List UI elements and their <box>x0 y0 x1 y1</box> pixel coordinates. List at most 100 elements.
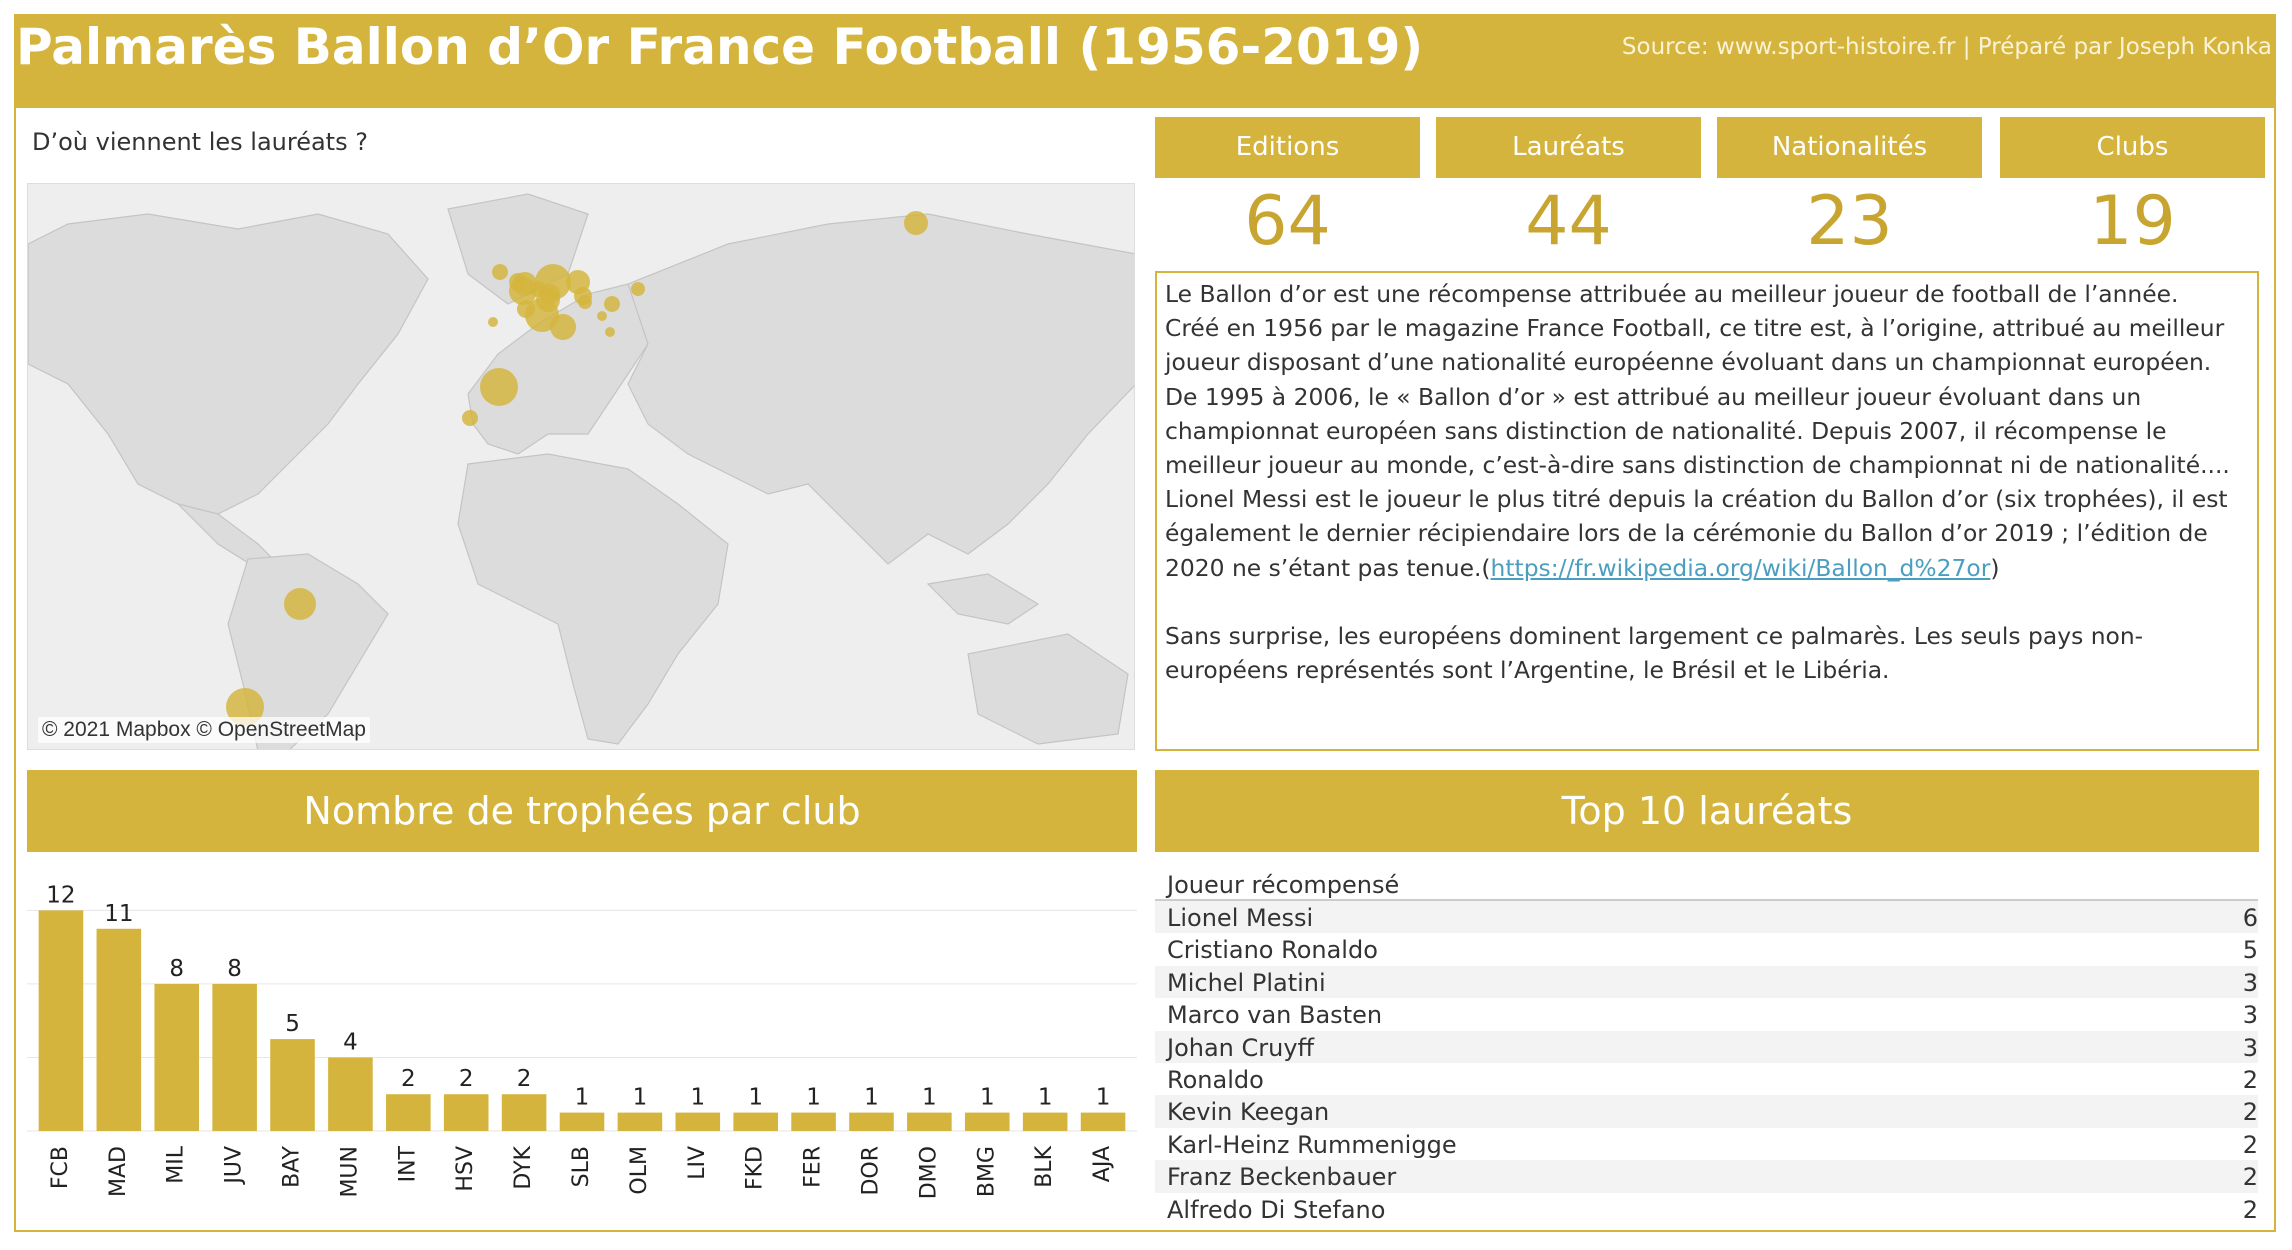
bar-liv[interactable] <box>675 1112 721 1131</box>
category-tick-label: OLM <box>627 1146 652 1195</box>
kpi-value: 44 <box>1525 182 1612 261</box>
category-tick-label: MUN <box>337 1146 362 1198</box>
country-bubble[interactable] <box>480 368 518 406</box>
kpi-label: Lauréats <box>1436 117 1701 178</box>
africa-shape <box>457 453 729 745</box>
bar-value-label: 2 <box>459 1066 474 1092</box>
category-tick-label: MAD <box>106 1146 131 1197</box>
country-bubble[interactable] <box>284 588 316 620</box>
category-tick-label: AJA <box>1090 1146 1115 1182</box>
bar-fer[interactable] <box>791 1112 836 1131</box>
category-tick-label: INT <box>395 1145 420 1182</box>
bar-value-label: 1 <box>980 1085 995 1111</box>
bar-fcb[interactable] <box>38 910 84 1131</box>
map-bubble-layer <box>226 211 928 726</box>
country-bubble[interactable] <box>904 211 928 235</box>
category-tick-label: FKD <box>743 1146 768 1190</box>
bar-mad[interactable] <box>96 928 142 1131</box>
kpi-value: 64 <box>1244 182 1331 261</box>
bar-value-label: 1 <box>575 1085 590 1111</box>
bar-value-label: 12 <box>46 882 75 908</box>
table-row[interactable]: Alfredo Di Stefano 2 <box>1155 1193 2258 1225</box>
player-name: Lionel Messi <box>1167 904 1314 932</box>
category-tick-label: DYK <box>511 1145 536 1189</box>
top10-table: Joueur récompensé Lionel Messi 6 Cristiano… <box>1155 865 2258 1225</box>
kpi-nationalites: Nationalités 23 <box>1717 117 1982 262</box>
trophy-count: 2 <box>2242 1130 2258 1159</box>
world-map[interactable]: © 2021 Mapbox © OpenStreetMap <box>27 183 1135 750</box>
country-bubble[interactable] <box>540 284 560 304</box>
description-paragraph: Créé en 1956 par le magazine France Foot… <box>1165 314 2230 480</box>
bar-aja[interactable] <box>1080 1112 1126 1131</box>
indonesia-shape <box>926 573 1040 625</box>
kpi-label: Clubs <box>2000 117 2265 178</box>
kpi-label: Nationalités <box>1717 117 1982 178</box>
player-name: Johan Cruyff <box>1167 1033 1315 1062</box>
category-tick-label: JUV <box>222 1146 247 1186</box>
country-bubble[interactable] <box>631 282 645 296</box>
trophy-count: 3 <box>2242 1033 2258 1062</box>
country-bubble[interactable] <box>492 264 508 280</box>
country-bubble[interactable] <box>578 295 592 309</box>
category-tick-label: BLK <box>1032 1145 1057 1187</box>
bar-dmo[interactable] <box>907 1112 952 1131</box>
bar-dor[interactable] <box>849 1112 894 1131</box>
country-bubble[interactable] <box>488 317 498 327</box>
clubs-chart-title: Nombre de trophées par club <box>27 770 1137 852</box>
table-row[interactable]: Michel Platini 3 <box>1155 965 2258 999</box>
bar-value-label: 8 <box>169 956 184 982</box>
bar-value-label: 1 <box>748 1085 763 1111</box>
bar-fkd[interactable] <box>733 1112 778 1131</box>
bar-bmg[interactable] <box>964 1112 1010 1131</box>
table-row[interactable]: Johan Cruyff 3 <box>1155 1030 2258 1063</box>
wikipedia-link[interactable]: https://fr.wikipedia.org/wiki/Ballon_d%2… <box>1490 553 1991 582</box>
player-name: Cristiano Ronaldo <box>1167 936 1378 965</box>
kpi-value: 23 <box>1806 182 1893 261</box>
table-row[interactable]: Lionel Messi 6 <box>1155 901 2258 934</box>
bar-chart-svg: 12FCB11MAD8MIL8JUV5BAY4MUN2INT2HSV2DYK1S… <box>27 882 1137 1199</box>
table-row[interactable]: Franz Beckenbauer 2 <box>1155 1160 2258 1193</box>
north-america-shape <box>28 213 429 515</box>
category-tick-label: SLB <box>569 1146 594 1187</box>
category-tick-label: BMG <box>974 1146 999 1197</box>
bar-juv[interactable] <box>212 983 257 1131</box>
bar-int[interactable] <box>386 1094 431 1131</box>
table-row[interactable]: Cristiano Ronaldo 5 <box>1155 933 2258 965</box>
table-row[interactable]: Karl-Heinz Rummenigge 2 <box>1155 1128 2258 1160</box>
table-row[interactable]: Marco van Basten 3 <box>1155 998 2258 1030</box>
page-title: Palmarès Ballon d’Or France Football (19… <box>16 18 1424 76</box>
country-bubble[interactable] <box>226 688 264 726</box>
country-bubble[interactable] <box>605 327 615 337</box>
bar-mil[interactable] <box>154 983 200 1131</box>
description-paragraph: Sans surprise, les européens dominent la… <box>1165 621 2144 685</box>
country-bubble[interactable] <box>604 296 620 312</box>
country-bubble[interactable] <box>462 410 478 426</box>
kpi-editions: Editions 64 <box>1155 117 1420 262</box>
trophy-count: 3 <box>2242 968 2258 997</box>
trophy-count: 6 <box>2242 904 2258 932</box>
bar-value-label: 1 <box>864 1085 879 1111</box>
bar-value-label: 4 <box>343 1029 358 1055</box>
bar-mun[interactable] <box>328 1057 373 1131</box>
category-tick-label: LIV <box>685 1146 710 1180</box>
player-name: Marco van Basten <box>1167 1001 1383 1030</box>
south-america-shape <box>227 553 389 749</box>
table-row[interactable]: Kevin Keegan 2 <box>1155 1095 2258 1128</box>
bar-slb[interactable] <box>559 1112 605 1131</box>
bar-dyk[interactable] <box>501 1094 547 1131</box>
bar-blk[interactable] <box>1022 1112 1068 1131</box>
bar-value-label: 1 <box>1096 1085 1111 1111</box>
kpi-value: 19 <box>2089 182 2176 261</box>
trophy-count: 2 <box>2242 1098 2258 1127</box>
source-credit: Source: www.sport-histoire.fr | Préparé … <box>1621 34 2272 60</box>
bar-olm[interactable] <box>617 1112 663 1131</box>
trophy-count: 3 <box>2242 1001 2258 1030</box>
country-bubble[interactable] <box>550 314 576 340</box>
bar-bay[interactable] <box>270 1039 315 1131</box>
country-bubble[interactable] <box>517 300 535 318</box>
table-row[interactable]: Ronaldo 2 <box>1155 1063 2258 1095</box>
map-credit: © 2021 Mapbox © OpenStreetMap <box>38 717 370 743</box>
world-map-canvas <box>28 184 1134 749</box>
country-bubble[interactable] <box>597 311 607 321</box>
bar-hsv[interactable] <box>443 1094 489 1131</box>
